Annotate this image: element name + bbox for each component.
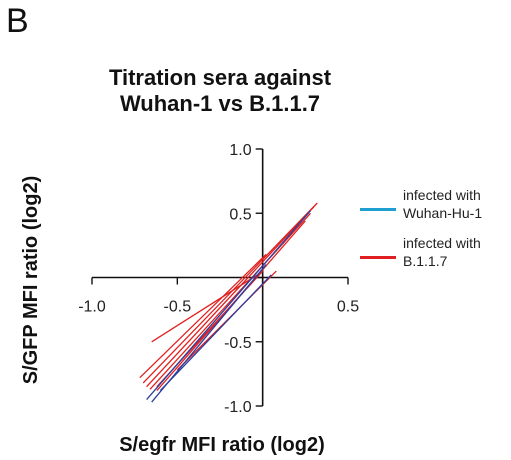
y-tick-label: 1.0: [229, 142, 251, 159]
panel-label: B: [6, 2, 29, 40]
series-line-b117-2: [149, 212, 311, 390]
series-line-b117-1: [146, 206, 315, 388]
y-tick-label: -0.5: [224, 335, 252, 352]
series-line-wuhan-10: [159, 274, 272, 392]
legend: infected with Wuhan-Hu-1 infected with B…: [360, 186, 510, 282]
x-tick-label: -1.0: [78, 299, 106, 316]
x-tick-label: 0.5: [337, 299, 359, 316]
legend-swatch-wuhan: [360, 208, 396, 211]
chart-title-line-1: Titration sera against: [108, 65, 332, 90]
series-layer: [139, 202, 318, 403]
series-line-b117-5: [151, 273, 260, 343]
chart-title-line-2: Wuhan-1 vs B.1.1.7: [119, 91, 321, 116]
axes: [91, 148, 349, 407]
series-line-wuhan-8: [146, 210, 311, 401]
series-line-b117-4: [139, 253, 267, 379]
x-tick-label: -0.5: [164, 299, 192, 316]
y-tick-label: -1.0: [224, 399, 252, 416]
legend-label-wuhan: infected with Wuhan-Hu-1: [403, 187, 483, 221]
x-axis-title: S/egfr MFI ratio (log2): [119, 434, 325, 456]
series-line-b117-0: [142, 202, 318, 384]
tick-labels: -1.0 -0.5 0.5 -1.0 -0.5 0.5 1.0: [78, 142, 359, 416]
y-axis-title: S/GFP MFI ratio (log2): [20, 176, 42, 385]
legend-item-wuhan: infected with Wuhan-Hu-1: [360, 186, 510, 234]
y-tick-label: 0.5: [229, 206, 251, 223]
legend-item-b117: infected with B.1.1.7: [360, 234, 510, 282]
legend-swatch-b117: [360, 256, 396, 259]
legend-label-b117: infected with B.1.1.7: [403, 235, 481, 269]
